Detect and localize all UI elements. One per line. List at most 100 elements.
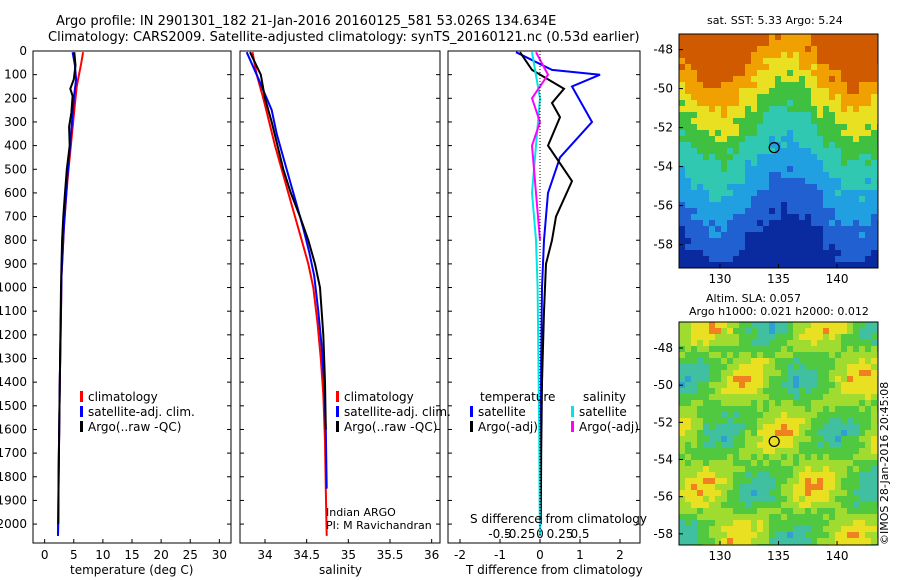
map-cell xyxy=(715,82,721,88)
map-cell xyxy=(715,64,721,70)
map-cell xyxy=(685,478,691,484)
map-cell xyxy=(715,172,721,178)
map-cell xyxy=(775,484,781,490)
map-cell xyxy=(787,502,793,508)
map-cell xyxy=(703,514,709,520)
map-cell xyxy=(847,154,853,160)
map-cell xyxy=(709,244,715,250)
map-cell xyxy=(733,214,739,220)
map-cell xyxy=(727,370,733,376)
map-cell xyxy=(679,154,685,160)
map-cell xyxy=(697,244,703,250)
map-cell xyxy=(709,472,715,478)
temperature-axes xyxy=(32,50,232,544)
map-cell xyxy=(739,64,745,70)
map-cell xyxy=(757,382,763,388)
map-cell xyxy=(817,262,823,268)
map-cell xyxy=(841,424,847,430)
map-cell xyxy=(781,400,787,406)
map-cell xyxy=(811,52,817,58)
map-cell xyxy=(775,238,781,244)
map-cell xyxy=(757,454,763,460)
map-cell xyxy=(685,502,691,508)
map-cell xyxy=(733,382,739,388)
map-cell xyxy=(787,418,793,424)
map-cell xyxy=(703,394,709,400)
map-cell xyxy=(841,142,847,148)
map-cell xyxy=(697,238,703,244)
map-cell xyxy=(697,388,703,394)
map-cell xyxy=(751,484,757,490)
map-cell xyxy=(781,232,787,238)
map-cell xyxy=(679,472,685,478)
map-cell xyxy=(859,448,865,454)
map-cell xyxy=(829,106,835,112)
map-cell xyxy=(691,526,697,532)
map-cell xyxy=(703,82,709,88)
map-cell xyxy=(805,442,811,448)
map-cell xyxy=(697,94,703,100)
map-cell xyxy=(859,412,865,418)
map-cell xyxy=(697,526,703,532)
map-cell xyxy=(865,496,871,502)
map-cell xyxy=(727,406,733,412)
map-cell xyxy=(739,358,745,364)
map-cell xyxy=(811,364,817,370)
map-cell xyxy=(799,100,805,106)
map-cell xyxy=(697,484,703,490)
map-cell xyxy=(733,88,739,94)
map-cell xyxy=(871,358,877,364)
map-cell xyxy=(715,424,721,430)
x-tick-label: 0 xyxy=(536,548,544,562)
map-cell xyxy=(865,478,871,484)
map-cell xyxy=(697,340,703,346)
map-cell xyxy=(823,214,829,220)
map-cell xyxy=(829,412,835,418)
map-cell xyxy=(715,352,721,358)
legend-label: climatology xyxy=(344,390,414,404)
map-cell xyxy=(751,394,757,400)
map-cell xyxy=(793,436,799,442)
map-cell xyxy=(871,376,877,382)
map-cell xyxy=(853,538,859,544)
map-cell xyxy=(865,70,871,76)
map-cell xyxy=(691,142,697,148)
map-cell xyxy=(697,508,703,514)
x-tick-label: 34.5 xyxy=(293,548,320,562)
map-cell xyxy=(817,46,823,52)
map-cell xyxy=(685,130,691,136)
map-cell xyxy=(709,382,715,388)
map-cell xyxy=(691,70,697,76)
map-cell xyxy=(721,430,727,436)
map-cell xyxy=(811,262,817,268)
map-cell xyxy=(763,514,769,520)
map-cell xyxy=(757,532,763,538)
map-cell xyxy=(733,454,739,460)
map-cell xyxy=(679,358,685,364)
map-cell xyxy=(805,160,811,166)
map-cell xyxy=(787,178,793,184)
map-cell xyxy=(685,520,691,526)
map-cell xyxy=(835,172,841,178)
map-cell xyxy=(811,352,817,358)
map-cell xyxy=(697,184,703,190)
map-cell xyxy=(745,358,751,364)
map-cell xyxy=(727,442,733,448)
map-cell xyxy=(829,364,835,370)
map-cell xyxy=(745,208,751,214)
map-cell xyxy=(847,358,853,364)
map-cell xyxy=(853,238,859,244)
map-cell xyxy=(769,160,775,166)
map-cell xyxy=(727,340,733,346)
map-cell xyxy=(847,424,853,430)
map-cell xyxy=(727,34,733,40)
map-cell xyxy=(823,388,829,394)
map-cell xyxy=(781,220,787,226)
map-cell xyxy=(853,184,859,190)
map-cell xyxy=(709,70,715,76)
map-cell xyxy=(829,184,835,190)
map-cell xyxy=(829,328,835,334)
map-cell xyxy=(823,160,829,166)
map-cell xyxy=(811,412,817,418)
map-cell xyxy=(787,322,793,328)
